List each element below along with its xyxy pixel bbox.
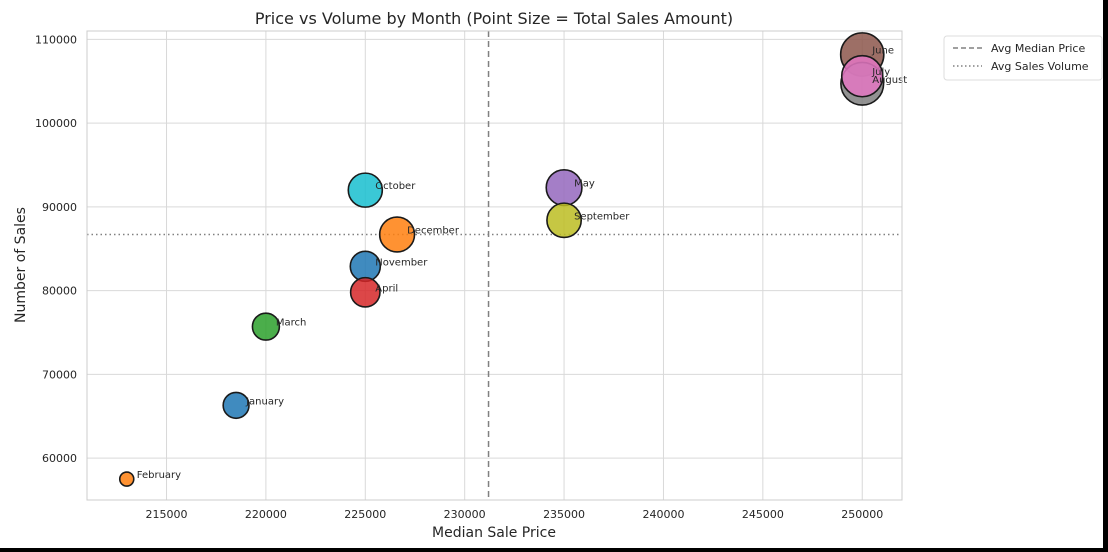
point-labels: January February March April May June JulyAugu… bbox=[137, 45, 908, 481]
y-tick-labels: 60000 70000 80000 90000 100000 110000 bbox=[35, 33, 77, 465]
point-april bbox=[349, 276, 381, 308]
point-label-may: May bbox=[574, 179, 595, 190]
legend: Avg Median Price Avg Sales Volume bbox=[943, 35, 1103, 81]
legend-entry-avg-sales-volume: Avg Sales Volume bbox=[991, 60, 1089, 73]
point-label-september: September bbox=[574, 211, 630, 222]
point-label-december: December bbox=[407, 226, 460, 237]
y-tick-label: 110000 bbox=[35, 33, 77, 46]
plot-border bbox=[86, 30, 903, 501]
point-february bbox=[118, 471, 135, 487]
y-tick-label: 100000 bbox=[35, 117, 77, 130]
point-march bbox=[251, 312, 281, 341]
point-january bbox=[222, 391, 250, 420]
point-label-october: October bbox=[375, 181, 416, 192]
point-july bbox=[840, 54, 884, 98]
point-label-march: March bbox=[276, 318, 306, 329]
point-september bbox=[546, 202, 583, 239]
x-tick-label: 240000 bbox=[642, 508, 684, 521]
x-tick-label: 245000 bbox=[742, 508, 784, 521]
x-tick-labels: 215000 220000 225000 230000 235000 240000 2450… bbox=[146, 508, 884, 521]
point-october bbox=[347, 172, 384, 208]
legend-entry-avg-median-price: Avg Median Price bbox=[991, 42, 1085, 55]
data-points bbox=[118, 32, 885, 487]
grid bbox=[87, 31, 902, 500]
y-tick-label: 90000 bbox=[42, 201, 77, 214]
point-label-april: April bbox=[375, 283, 398, 294]
y-tick-label: 80000 bbox=[42, 285, 77, 298]
point-label-february: February bbox=[137, 470, 181, 481]
point-label-january: January bbox=[245, 396, 284, 407]
legend-box bbox=[943, 35, 1103, 81]
x-tick-label: 250000 bbox=[841, 508, 883, 521]
x-tick-label: 220000 bbox=[245, 508, 287, 521]
reference-lines bbox=[87, 31, 902, 500]
x-tick-label: 235000 bbox=[543, 508, 585, 521]
point-label-july: July bbox=[871, 67, 890, 78]
y-tick-label: 70000 bbox=[42, 368, 77, 381]
point-label-august: August bbox=[872, 75, 907, 86]
x-tick-label: 225000 bbox=[344, 508, 386, 521]
x-axis-label: Median Sale Price bbox=[432, 525, 556, 541]
chart-title: Price vs Volume by Month (Point Size = T… bbox=[255, 9, 733, 28]
x-tick-label: 215000 bbox=[146, 508, 188, 521]
y-axis-label: Number of Sales bbox=[13, 207, 29, 323]
x-tick-label: 230000 bbox=[444, 508, 486, 521]
point-label-november: November bbox=[375, 257, 428, 268]
point-december bbox=[378, 216, 416, 253]
y-tick-label: 60000 bbox=[42, 452, 77, 465]
point-label-june: June bbox=[871, 45, 894, 56]
